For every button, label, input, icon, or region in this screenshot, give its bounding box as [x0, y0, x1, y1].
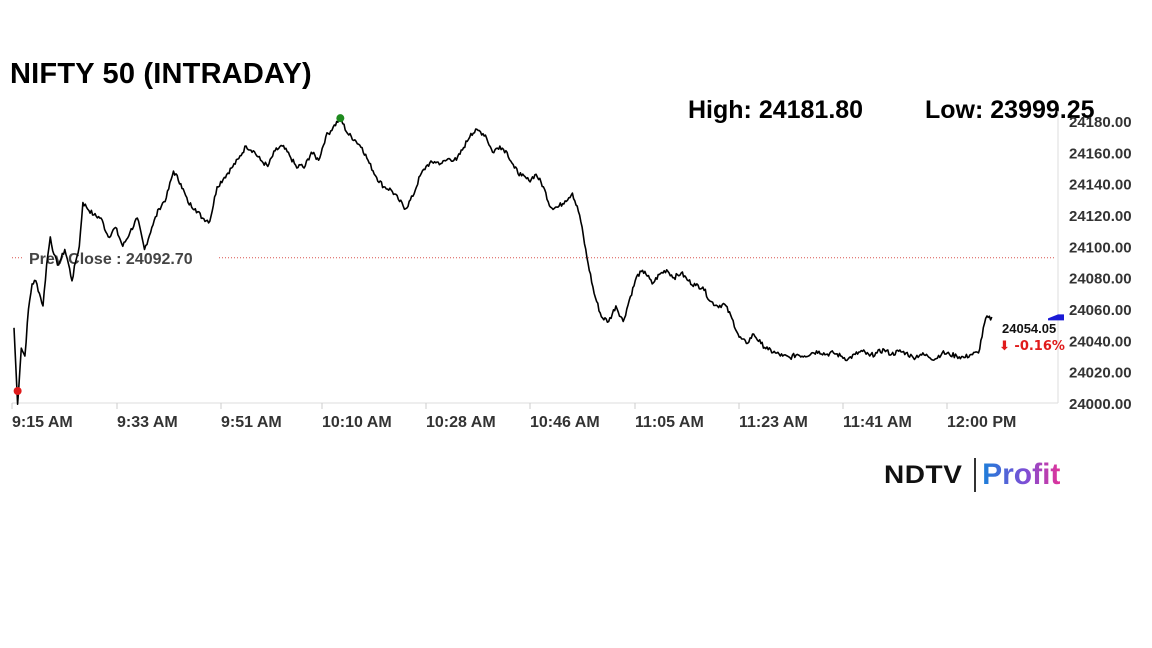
- high-marker: [336, 114, 345, 123]
- low-marker: [13, 387, 22, 395]
- x-tick-label: 10:46 AM: [530, 414, 600, 431]
- y-tick-label: 24080.00: [1069, 271, 1132, 288]
- last-price-marker-icon: [1048, 314, 1064, 321]
- change-percent-label: ⬇ -0.16%: [999, 339, 1065, 354]
- prev-close-label-bg: [22, 247, 218, 268]
- x-tick-label: 9:51 AM: [221, 414, 282, 431]
- y-tick-label: 24060.00: [1069, 302, 1132, 319]
- prev-close-label: Prev Close : 24092.70: [29, 251, 193, 268]
- logo-divider: [974, 458, 977, 492]
- series-line[interactable]: [13, 116, 993, 405]
- ndtv-profit-logo: NDTV Profit: [884, 455, 1060, 495]
- low-value: Low: 23999.25: [925, 96, 1095, 124]
- x-tick-label: 11:41 AM: [843, 414, 912, 431]
- y-tick-label: 24180.00: [1069, 114, 1132, 131]
- logo-profit-text: Profit: [982, 458, 1061, 491]
- y-tick-label: 24120.00: [1069, 208, 1132, 225]
- y-tick-label: 24020.00: [1069, 365, 1132, 382]
- x-tick-label: 11:05 AM: [635, 414, 704, 431]
- y-tick-label: 24000.00: [1069, 396, 1132, 413]
- x-tick-label: 9:15 AM: [12, 414, 73, 431]
- last-price-label: 24054.05: [1002, 321, 1056, 336]
- high-value: High: 24181.80: [688, 96, 864, 124]
- x-tick-label: 10:28 AM: [426, 414, 496, 431]
- y-tick-label: 24160.00: [1069, 145, 1132, 162]
- y-tick-label: 24140.00: [1069, 177, 1132, 194]
- x-tick-label: 12:00 PM: [947, 414, 1016, 431]
- x-tick-label: 11:23 AM: [739, 414, 808, 431]
- x-tick-label: 10:10 AM: [322, 414, 392, 431]
- logo-ndtv-text: NDTV: [884, 460, 963, 489]
- y-tick-label: 24040.00: [1069, 333, 1132, 350]
- x-tick-label: 9:33 AM: [117, 414, 178, 431]
- y-tick-label: 24100.00: [1069, 239, 1132, 256]
- chart-title: NIFTY 50 (INTRADAY): [10, 58, 312, 90]
